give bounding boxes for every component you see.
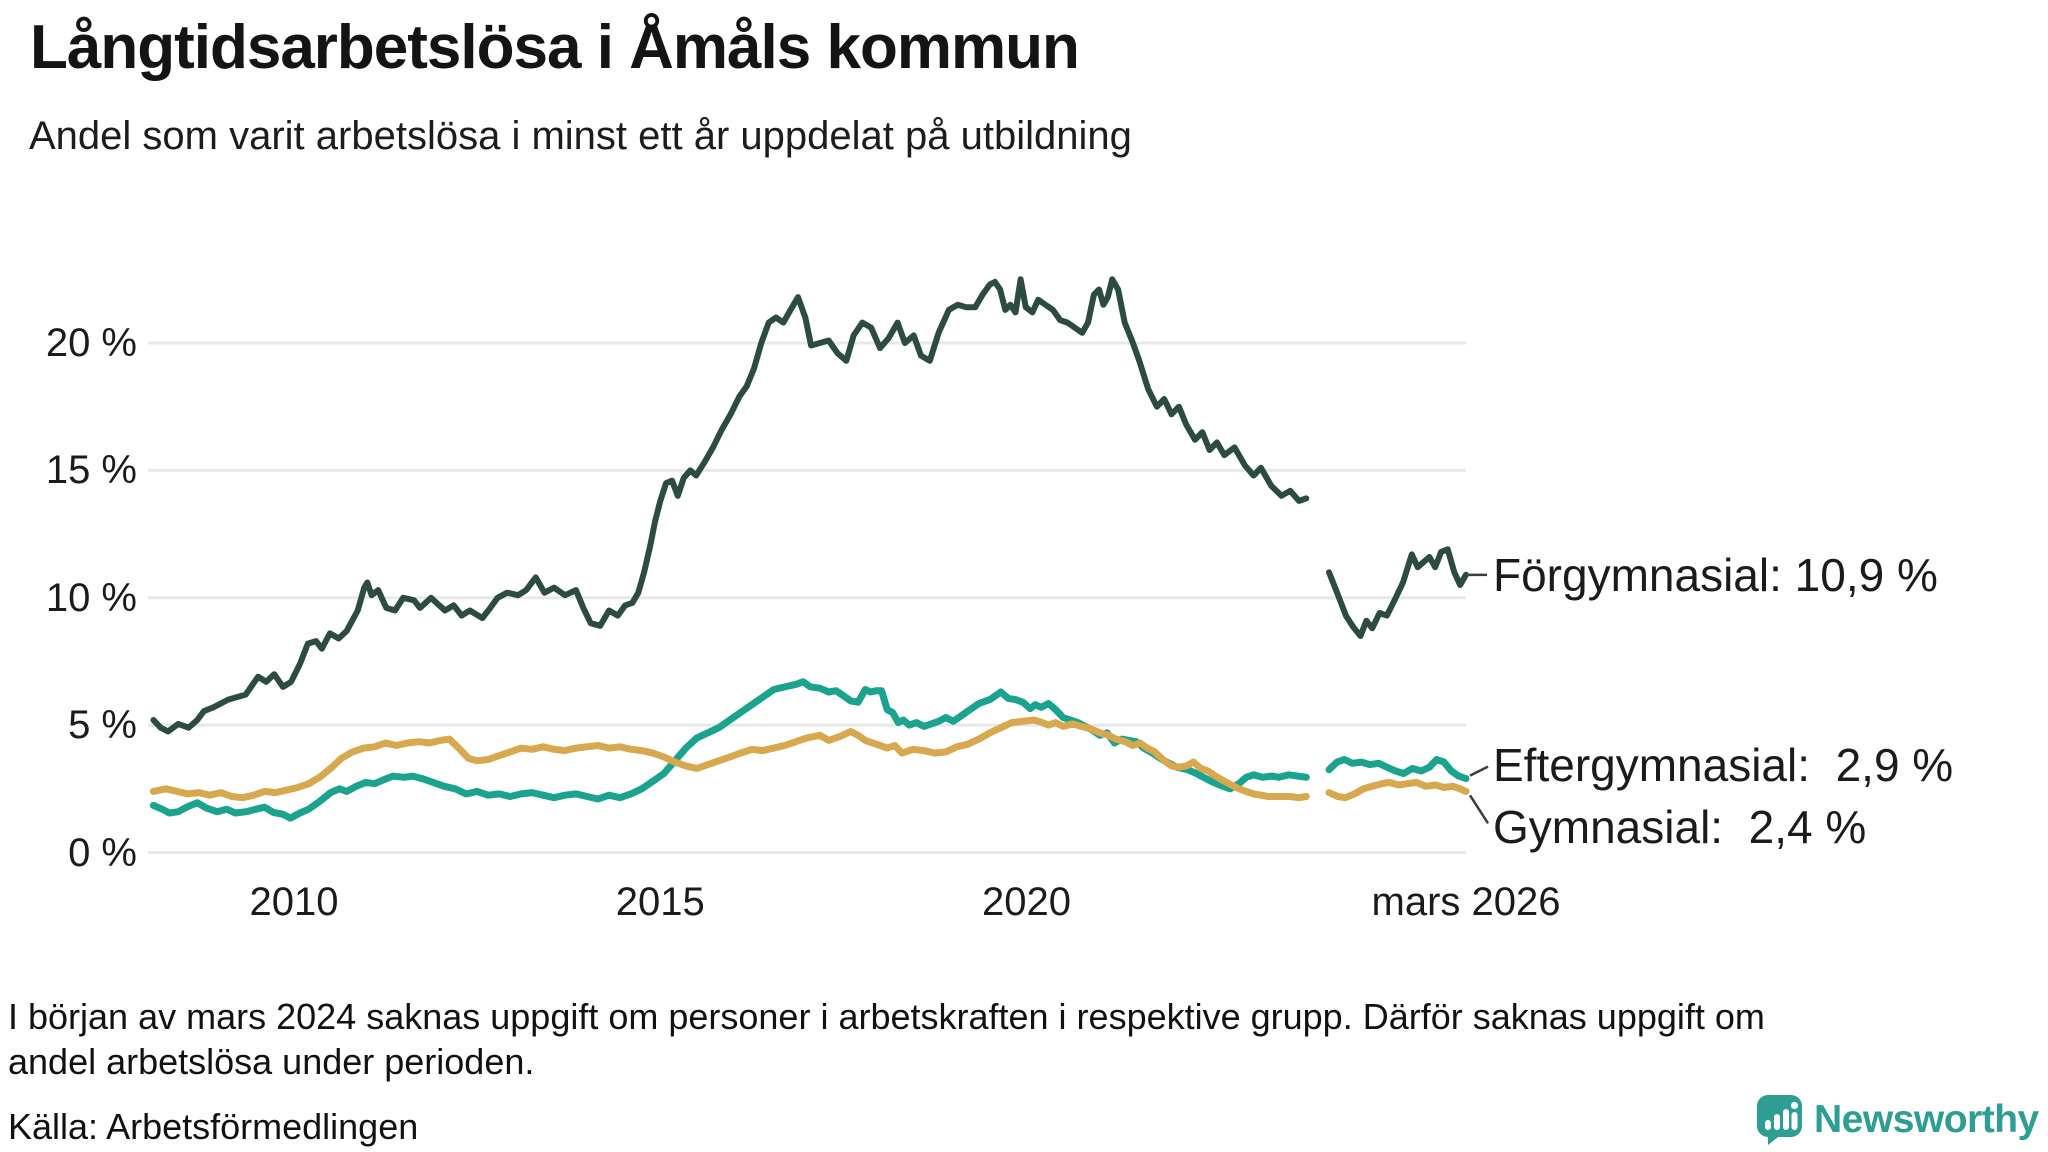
leader-line-eftergymnasial xyxy=(1469,765,1489,777)
y-tick-label: 10 % xyxy=(45,575,137,620)
chart-title: Långtidsarbetslösa i Åmåls kommun xyxy=(30,13,1080,82)
series-line-eftergymnasial xyxy=(1325,756,1470,783)
series-label-gymnasial: Gymnasial: 2,4 % xyxy=(1493,801,1867,854)
newsworthy-logo[interactable]: Newsworthy xyxy=(1756,1094,2039,1146)
chart-footnote: I början av mars 2024 saknas uppgift om … xyxy=(8,994,1765,1084)
series-label-eftergymnasial: Eftergymnasial: 2,9 % xyxy=(1493,738,1954,791)
series-lines xyxy=(149,276,1470,822)
newsworthy-logo-text: Newsworthy xyxy=(1814,1098,2039,1141)
y-tick-label: 5 % xyxy=(68,703,137,748)
x-tick-label: 2010 xyxy=(249,880,339,924)
y-tick-label: 20 % xyxy=(45,321,137,365)
x-tick-label: 2015 xyxy=(615,880,705,924)
leader-line-gymnasial xyxy=(1468,794,1490,825)
series-line-gymnasial xyxy=(149,716,1310,802)
series-label-förgymnasial: Förgymnasial: 10,9 % xyxy=(1493,548,1938,601)
series-line-förgymnasial xyxy=(150,276,1310,735)
footnote-line-2: andel arbetslösa under perioden. xyxy=(8,1041,535,1082)
x-tick-label: 2020 xyxy=(982,880,1071,924)
source-note: Källa: Arbetsförmedlingen xyxy=(8,1106,419,1147)
series-line-gymnasial xyxy=(1325,778,1470,802)
series-line-eftergymnasial xyxy=(149,678,1310,822)
y-tick-label: 0 % xyxy=(68,830,137,875)
newsworthy-chart-bubble-icon xyxy=(1757,1095,1802,1145)
chart-subtitle: Andel som varit arbetslösa i minst ett å… xyxy=(29,114,1132,158)
footnote-line-1: I början av mars 2024 saknas uppgift om … xyxy=(8,996,1765,1037)
y-tick-label: 15 % xyxy=(45,448,137,493)
series-line-förgymnasial xyxy=(1326,546,1469,639)
label-leader-lines xyxy=(1468,573,1490,825)
x-tick-label: mars 2026 xyxy=(1371,880,1561,924)
